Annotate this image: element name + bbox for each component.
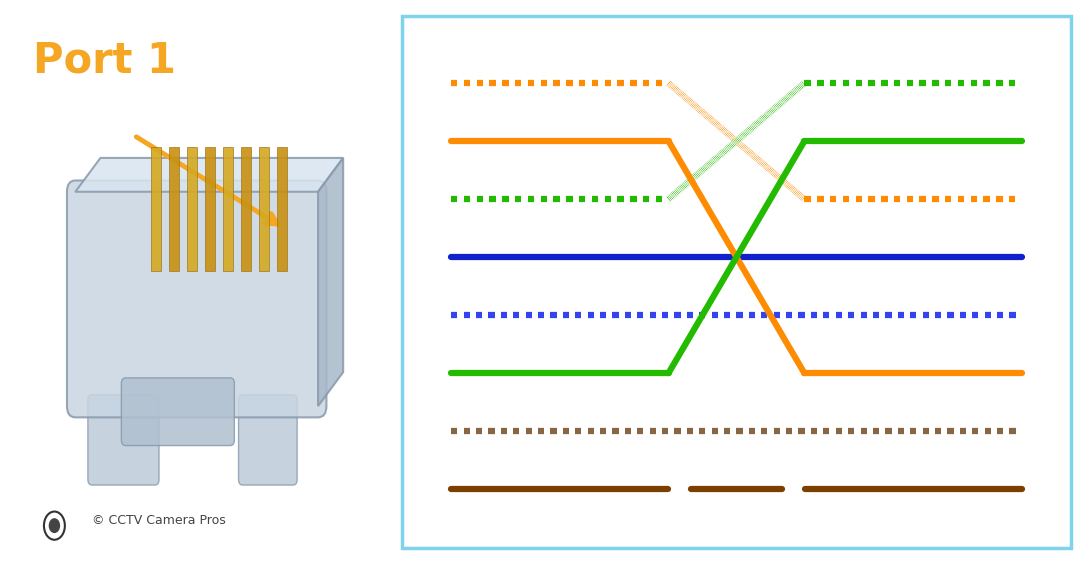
Text: 4: 4 xyxy=(1049,248,1059,266)
Text: 7: 7 xyxy=(414,422,424,440)
Text: Crossover wired cables: Crossover wired cables xyxy=(576,484,897,513)
Polygon shape xyxy=(318,158,343,406)
Text: 2: 2 xyxy=(1049,132,1059,150)
FancyBboxPatch shape xyxy=(238,395,297,485)
Bar xyxy=(187,147,197,271)
Bar xyxy=(168,147,179,271)
Circle shape xyxy=(49,519,60,532)
Text: 5: 5 xyxy=(1049,306,1059,324)
Text: 3: 3 xyxy=(414,190,424,208)
Bar xyxy=(204,147,215,271)
Text: 2: 2 xyxy=(414,132,424,150)
Bar xyxy=(259,147,270,271)
FancyBboxPatch shape xyxy=(67,180,326,417)
Text: 4: 4 xyxy=(414,248,424,266)
Text: 5: 5 xyxy=(414,306,424,324)
Polygon shape xyxy=(75,158,343,192)
Text: 8: 8 xyxy=(414,480,424,498)
Text: 1: 1 xyxy=(414,74,424,92)
Text: © CCTV Camera Pros: © CCTV Camera Pros xyxy=(92,514,226,527)
Text: 6: 6 xyxy=(414,364,424,382)
Bar xyxy=(151,147,161,271)
Text: 3: 3 xyxy=(1049,190,1059,208)
Text: 1: 1 xyxy=(1049,74,1059,92)
Bar xyxy=(240,147,251,271)
FancyBboxPatch shape xyxy=(88,395,159,485)
Bar xyxy=(276,147,287,271)
Text: Port 1: Port 1 xyxy=(34,39,176,81)
Text: 7: 7 xyxy=(1049,422,1059,440)
Text: 6: 6 xyxy=(1049,364,1059,382)
Bar xyxy=(223,147,233,271)
FancyBboxPatch shape xyxy=(122,378,235,446)
Text: 8: 8 xyxy=(1049,480,1059,498)
